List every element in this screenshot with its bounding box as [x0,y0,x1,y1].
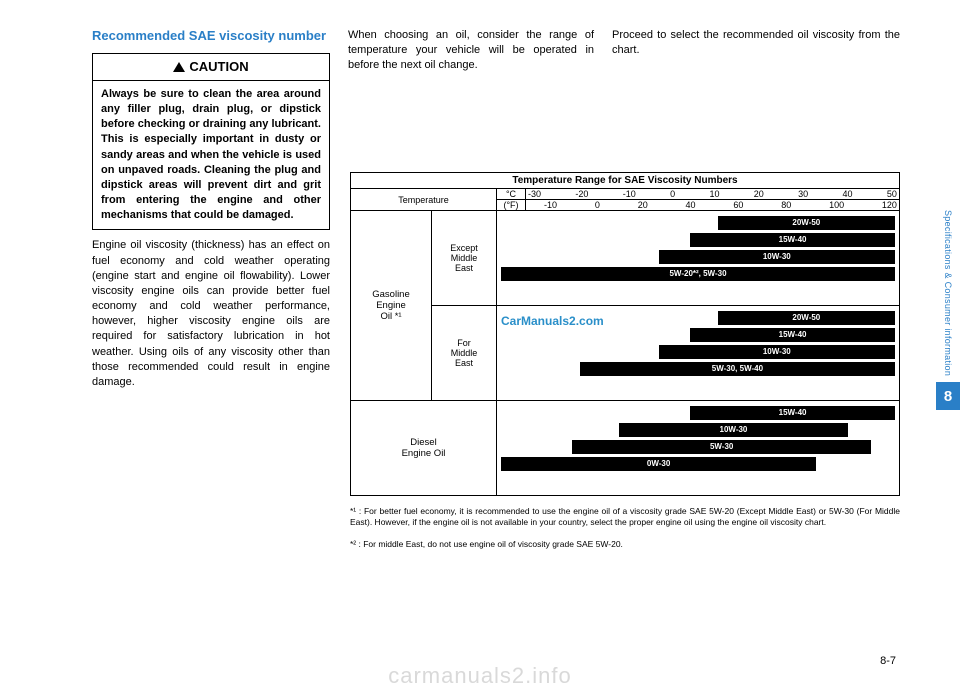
section-heading: Recommended SAE viscosity number [92,28,330,45]
chart-table: Temperature Range for SAE Viscosity Numb… [350,172,900,496]
caution-body: Always be sure to clean the area around … [93,81,329,230]
para-mid: When choosing an oil, consider the range… [348,28,594,74]
scale-c: -30-20-1001020304050 [526,189,899,199]
warning-icon [173,62,185,72]
oil-bar: 5W-30, 5W-40 [580,362,895,376]
side-tab: Specifications & Consumer information 8 [936,210,960,450]
bars-for: CarManuals2.com 20W-5015W-4010W-305W-30,… [497,306,900,401]
scale-c-row: °C -30-20-1001020304050 [497,189,900,200]
chart-title: Temperature Range for SAE Viscosity Numb… [351,173,900,189]
footnote-1: *¹ : For better fuel economy, it is reco… [350,506,900,529]
caution-title: CAUTION [93,54,329,81]
viscosity-chart: Temperature Range for SAE Viscosity Numb… [350,172,900,550]
diesel-label: DieselEngine Oil [351,401,497,496]
oil-bar: 15W-40 [690,406,895,420]
bottom-watermark: carmanuals2.info [0,663,960,689]
oil-bar: 20W-50 [718,311,895,325]
unit-f: (°F) [497,200,526,210]
para-left: Engine oil viscosity (thickness) has an … [92,238,330,390]
bars-except: 20W-50 15W-40 10W-30 5W-20*², 5W-30 [497,211,900,306]
column-left: Recommended SAE viscosity number CAUTION… [92,28,330,649]
unit-c: °C [497,189,526,199]
except-me-label: ExceptMiddleEast [432,211,497,306]
scale-f: -10020406080100120 [526,200,899,210]
side-chapter-num: 8 [936,382,960,410]
oil-bar: 10W-30 [659,250,895,264]
caution-title-text: CAUTION [189,59,248,74]
oil-bar: 10W-30 [659,345,895,359]
oil-bar: 5W-30 [572,440,871,454]
temp-label: Temperature [351,189,497,211]
for-me-label: ForMiddleEast [432,306,497,401]
oil-bar: 0W-30 [501,457,816,471]
side-label: Specifications & Consumer information [943,210,953,376]
manual-page: Recommended SAE viscosity number CAUTION… [0,0,960,689]
oil-bar: 5W-20*², 5W-30 [501,267,895,281]
footnote-2: *² : For middle East, do not use engine … [350,539,900,550]
oil-bar: 15W-40 [690,328,895,342]
scale-f-row: (°F) -10020406080100120 [497,200,900,211]
caution-box: CAUTION Always be sure to clean the area… [92,53,330,230]
oil-bar: 10W-30 [619,423,848,437]
bars-diesel: 15W-40 10W-30 5W-30 0W-30 [497,401,900,496]
oil-bar: 15W-40 [690,233,895,247]
oil-bar: 20W-50 [718,216,895,230]
para-right: Proceed to select the recommended oil vi… [612,28,900,58]
gasoline-label: GasolineEngineOil *¹ [351,211,432,401]
